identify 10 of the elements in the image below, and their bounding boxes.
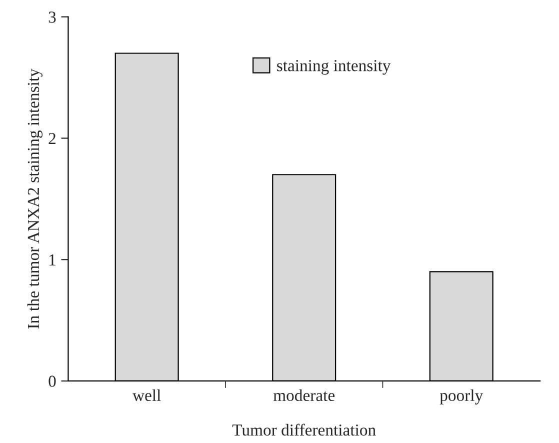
y-tick-label: 0 — [48, 376, 56, 387]
y-tick-label: 1 — [50, 254, 56, 266]
x-tick-label: well — [132, 389, 161, 402]
y-tick-label: 2 — [48, 132, 56, 144]
y-axis-title: In the tumor ANXA2 staining intensity — [27, 68, 43, 329]
x-tick-label: poorly — [440, 389, 484, 404]
x-tick-label: moderate — [273, 389, 335, 402]
y-tick-label: 3 — [48, 12, 56, 23]
x-axis-title: Tumor differentiation — [232, 424, 376, 436]
legend-label: staining intensity — [277, 60, 391, 75]
